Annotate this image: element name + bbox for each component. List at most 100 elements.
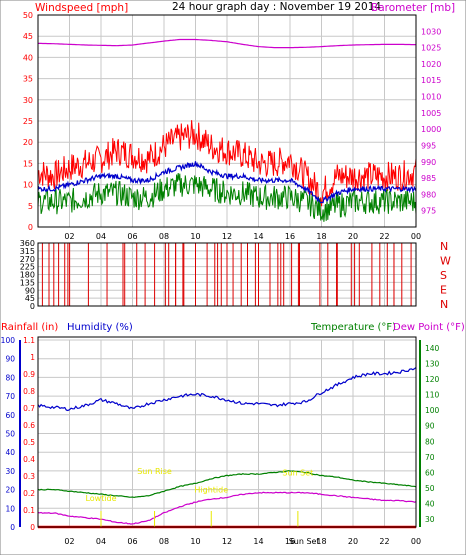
temperature-tick-label: 40: [425, 500, 435, 509]
event-label: Sun Set: [282, 469, 313, 478]
barometer-tick-label: 995: [421, 141, 436, 150]
env-x-tick-label: 02: [64, 537, 74, 546]
wind-x-tick-label: 22: [379, 232, 389, 241]
wind-average-series-line: [37, 161, 417, 204]
wind-tick-label: 0: [28, 223, 33, 232]
rainfall-tick-label: 1: [30, 353, 35, 362]
wind-x-tick-label: 00: [411, 232, 421, 241]
temperature-tick-label: 100: [425, 406, 440, 415]
barometer-tick-label: 1005: [421, 109, 441, 118]
wind-tick-label: 50: [23, 11, 33, 20]
wind-tick-label: 40: [23, 53, 33, 62]
temperature-tick-label: 80: [425, 437, 435, 446]
temperature-tick-label: 50: [425, 484, 435, 493]
barometer-series-line: [38, 38, 417, 49]
wind-low-series-line: [37, 173, 417, 222]
env-x-tick-label: 20: [348, 537, 358, 546]
wind-x-tick-label: 08: [159, 232, 169, 241]
wind-series: [37, 38, 417, 222]
wind-x-tick-label: 04: [96, 232, 106, 241]
compass-label: N: [440, 298, 448, 311]
humidity-tick-label: 0: [10, 523, 15, 532]
direction-plot-frame: [37, 242, 417, 307]
rainfall-tick-label: 0.7: [23, 404, 35, 413]
env-x-tick-label: 22: [379, 537, 389, 546]
temperature-tick-label: 140: [425, 344, 440, 353]
humidity-tick-label: 70: [5, 392, 15, 401]
barometer-tick-label: 1015: [421, 76, 441, 85]
rainfall-tick-label: 0.1: [23, 506, 35, 515]
wind-x-tick-label: 14: [253, 232, 263, 241]
temperature-tick-label: 30: [425, 515, 435, 524]
temperature-tick-label: 110: [425, 391, 440, 400]
barometer-tick-label: 1000: [421, 125, 441, 134]
direction-tick-label: 135: [20, 278, 35, 287]
windspeed-axis-label: Windspeed [mph]: [35, 2, 128, 14]
wind-tick-label: 5: [28, 202, 33, 211]
event-markers: Lowtide Sun Rise Hightide Sun Set: [85, 467, 313, 527]
barometer-tick-label: 1010: [421, 93, 441, 102]
wind-tick-label: 45: [23, 32, 33, 41]
env-x-tick-label: 10: [190, 537, 200, 546]
humidity-axis-label: Humidity (%): [67, 322, 133, 333]
barometer-axis-label: Barometer [mb]: [371, 2, 455, 14]
humidity-tick-label: 20: [5, 486, 15, 495]
direction-tick-label: 0: [30, 302, 35, 311]
wind-tick-label: 25: [23, 117, 33, 126]
temperature-tick-label: 90: [425, 422, 435, 431]
barometer-tick-label: 1030: [421, 27, 441, 36]
barometer-tick-label: 980: [421, 190, 436, 199]
wind-plot-frame: [37, 14, 417, 228]
wind-x-tick-label: 20: [348, 232, 358, 241]
wind-x-tick-label: 02: [64, 232, 74, 241]
barometer-tick-label: 975: [421, 207, 436, 216]
direction-tick-label: 315: [20, 247, 35, 256]
direction-tick-label: 180: [20, 271, 35, 280]
wind-tick-label: 20: [23, 138, 33, 147]
barometer-tick-label: 1020: [421, 60, 441, 69]
event-label: Hightide: [194, 486, 228, 495]
wind-tick-label: 10: [23, 181, 33, 190]
rainfall-tick-label: 0.2: [23, 489, 35, 498]
humidity-tick-label: 60: [5, 411, 15, 420]
temperature-axis-label: Temperature (°F): [310, 322, 396, 333]
wind-x-tick-label: 06: [127, 232, 137, 241]
env-grid: [38, 339, 417, 528]
graph-title: 24 hour graph day : November 19 2014: [172, 1, 381, 13]
direction-tick-label: 270: [20, 255, 35, 264]
rainfall-tick-label: 0.3: [23, 472, 35, 481]
rainfall-tick-label: 0.4: [23, 455, 35, 464]
wind-tick-label: 15: [23, 159, 33, 168]
rainfall-tick-label: 0.5: [23, 438, 35, 447]
direction-tick-label: 225: [20, 263, 35, 272]
temperature-tick-label: 120: [425, 375, 440, 384]
env-x-tick-label: Sun Set: [289, 537, 320, 546]
compass-label: N: [440, 240, 448, 253]
wind-axis-ticks: 0510152025303540455097598098599099510001…: [23, 11, 442, 241]
rainfall-tick-label: 0.6: [23, 421, 35, 430]
wind-tick-label: 35: [23, 75, 33, 84]
env-x-tick-label: 18: [316, 537, 326, 546]
rainfall-tick-label: 0: [30, 523, 35, 532]
wind-direction-series-line: [38, 242, 416, 307]
env-x-tick-label: 06: [127, 537, 137, 546]
env-x-tick-label: 00: [411, 537, 421, 546]
wind-grid: [38, 15, 417, 227]
wind-tick-label: 30: [23, 96, 33, 105]
wind-x-tick-label: 12: [222, 232, 232, 241]
humidity-tick-label: 90: [5, 355, 15, 364]
rainfall-tick-label: 0.8: [23, 387, 35, 396]
humidity-tick-label: 10: [5, 504, 15, 513]
wind-x-tick-label: 18: [316, 232, 326, 241]
compass-label: E: [440, 284, 447, 297]
humidity-tick-label: 80: [5, 373, 15, 382]
event-label: Lowtide: [85, 494, 116, 503]
rainfall-tick-label: 0.9: [23, 370, 35, 379]
rainfall-axis-label: Rainfall (in): [1, 322, 58, 333]
humidity-tick-label: 30: [5, 467, 15, 476]
env-axis-ticks: 010203040506070809010000.10.20.30.40.50.…: [1, 336, 440, 546]
wind-x-tick-label: 10: [190, 232, 200, 241]
